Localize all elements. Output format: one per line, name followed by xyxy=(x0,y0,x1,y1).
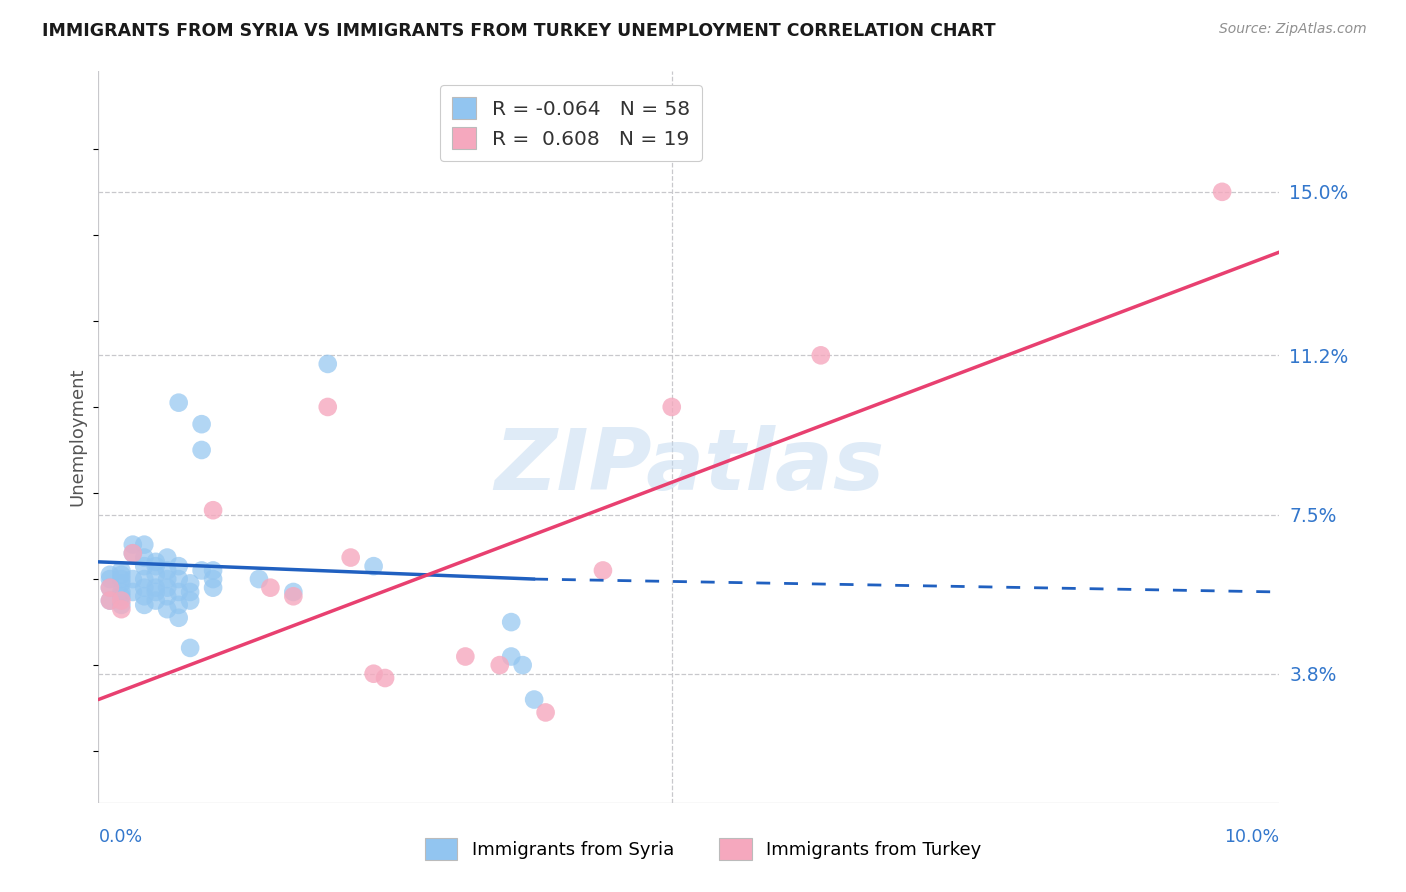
Point xyxy=(202,572,225,586)
Point xyxy=(121,538,143,552)
Point xyxy=(592,564,614,578)
Point xyxy=(134,538,156,552)
Text: Source: ZipAtlas.com: Source: ZipAtlas.com xyxy=(1219,22,1367,37)
Point xyxy=(167,395,190,409)
Point xyxy=(110,572,132,586)
Point xyxy=(121,546,143,560)
Point xyxy=(145,585,167,599)
Point xyxy=(190,442,212,457)
Point xyxy=(190,564,212,578)
Point xyxy=(98,572,121,586)
Point xyxy=(247,572,270,586)
Legend: R = -0.064   N = 58, R =  0.608   N = 19: R = -0.064 N = 58, R = 0.608 N = 19 xyxy=(440,85,702,161)
Point xyxy=(98,581,121,595)
Point xyxy=(145,555,167,569)
Point xyxy=(134,589,156,603)
Point xyxy=(488,658,510,673)
Point xyxy=(363,559,385,574)
Point xyxy=(259,581,281,595)
Point xyxy=(110,598,132,612)
Point xyxy=(156,602,179,616)
Point xyxy=(156,550,179,565)
Point xyxy=(145,567,167,582)
Point xyxy=(134,550,156,565)
Point xyxy=(339,550,361,565)
Point xyxy=(110,576,132,591)
Point xyxy=(167,598,190,612)
Text: ZIPatlas: ZIPatlas xyxy=(494,425,884,508)
Point xyxy=(134,598,156,612)
Point xyxy=(134,559,156,574)
Point xyxy=(98,593,121,607)
Point xyxy=(121,546,143,560)
Point xyxy=(145,559,167,574)
Point xyxy=(283,589,305,603)
Point xyxy=(534,706,557,720)
Point xyxy=(501,615,523,629)
Point xyxy=(98,567,121,582)
Point xyxy=(110,567,132,582)
Point xyxy=(156,572,179,586)
Point xyxy=(98,581,121,595)
Text: 0.0%: 0.0% xyxy=(98,828,142,846)
Point xyxy=(134,572,156,586)
Point xyxy=(167,585,190,599)
Point xyxy=(316,400,339,414)
Point xyxy=(190,417,212,432)
Point xyxy=(110,602,132,616)
Text: IMMIGRANTS FROM SYRIA VS IMMIGRANTS FROM TURKEY UNEMPLOYMENT CORRELATION CHART: IMMIGRANTS FROM SYRIA VS IMMIGRANTS FROM… xyxy=(42,22,995,40)
Point xyxy=(98,593,121,607)
Point xyxy=(454,649,477,664)
Point xyxy=(202,581,225,595)
Point xyxy=(501,649,523,664)
Point xyxy=(134,581,156,595)
Point xyxy=(283,585,305,599)
Legend: Immigrants from Syria, Immigrants from Turkey: Immigrants from Syria, Immigrants from T… xyxy=(418,830,988,867)
Point xyxy=(145,593,167,607)
Point xyxy=(110,564,132,578)
Point xyxy=(523,692,546,706)
Point xyxy=(121,585,143,599)
Point xyxy=(167,611,190,625)
Point xyxy=(110,593,132,607)
Point xyxy=(1211,185,1233,199)
Point xyxy=(363,666,385,681)
Point xyxy=(110,589,132,603)
Point xyxy=(156,564,179,578)
Point xyxy=(512,658,534,673)
Point xyxy=(121,572,143,586)
Point xyxy=(179,593,201,607)
Point xyxy=(179,640,201,655)
Point xyxy=(179,585,201,599)
Point xyxy=(167,572,190,586)
Point xyxy=(156,581,179,595)
Point xyxy=(316,357,339,371)
Point xyxy=(202,503,225,517)
Point xyxy=(661,400,683,414)
Point xyxy=(374,671,396,685)
Point xyxy=(167,559,190,574)
Point xyxy=(810,348,832,362)
Y-axis label: Unemployment: Unemployment xyxy=(69,368,87,507)
Point xyxy=(156,589,179,603)
Point xyxy=(202,564,225,578)
Point xyxy=(110,585,132,599)
Point xyxy=(179,576,201,591)
Text: 10.0%: 10.0% xyxy=(1225,828,1279,846)
Point xyxy=(145,581,167,595)
